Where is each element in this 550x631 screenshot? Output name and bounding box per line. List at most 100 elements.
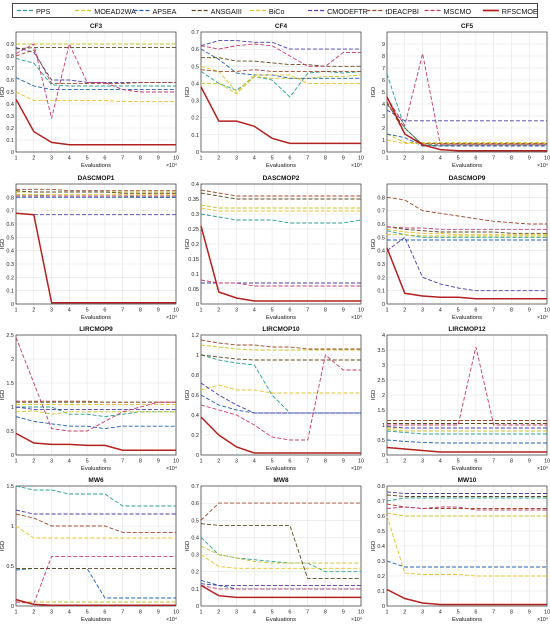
x-tick-label: 8 [139,459,142,465]
series-line-moead2wa [386,133,547,143]
y-axis-label: IGD [371,239,377,249]
x-tick-label: 8 [139,156,142,162]
x-axis-label: Evaluations [452,163,482,169]
x-tick-label: 3 [421,308,424,314]
chart-mw6: 1 2 3 4 5 6 7 8 9 10 0 0.5 1 1.5 MW6 Evaluations ×10⁴ IGD [0,477,179,623]
y-tick-label: 0 [11,604,14,610]
x-tick-label: 6 [103,459,106,465]
x-tick-label: 3 [50,308,53,314]
series-line-tdeacpbi [200,502,361,521]
y-tick-label: 0.1 [191,133,199,139]
x-tick-label: 10 [358,308,364,314]
x-axis-label: Evaluations [452,617,482,623]
x-tick-label: 10 [544,610,550,616]
y-tick-label: 3 [382,114,385,120]
plot-frame [386,31,548,153]
x-tick-label: 7 [492,610,495,616]
series-line-moead2wa [200,545,361,564]
x-tick-label: 5 [457,610,460,616]
x-tick-label: 5 [86,610,89,616]
plot-frame [200,183,362,305]
legend-label-apsea: APSEA [152,7,176,16]
series-line-bico [15,91,176,103]
plot-area [16,335,176,455]
y-tick-label: 0 [196,453,199,459]
x-tick-label: 5 [457,156,460,162]
series-line-rfscmoea [386,96,547,152]
chart-dascmop9: 1 2 3 4 5 6 7 8 9 10 0 0.1 0.2 0.3 0.4 0.5 0.6 0.7 0.8 DASC… [371,175,550,321]
x-tick-label: 10 [173,610,179,616]
x-tick-label: 6 [103,610,106,616]
x-tick-label: 6 [474,459,477,465]
series-line-pps [386,430,547,435]
y-axis-label: IGD [185,87,191,97]
y-tick-label: 0.6 [377,514,385,520]
plot-frame [200,31,362,153]
y-tick-label: 0.5 [6,429,14,435]
y-tick-label: 0.5 [377,438,385,444]
x-axis-label: Evaluations [266,163,296,169]
chart-title: CF3 [90,23,103,30]
x-tick-label: 6 [103,156,106,162]
series-line-tdeacpbi [200,339,361,350]
x-tick-label: 6 [474,610,477,616]
x-tick-label: 4 [253,610,256,616]
x-tick-label: 9 [157,308,160,314]
y-tick-label: 0.6 [191,501,199,507]
y-tick-label: 2.5 [6,333,14,339]
y-tick-label: 0 [11,453,14,459]
series-line-rfscmoea [15,432,176,451]
chart-title: DASCMOP1 [78,175,115,182]
series-line-mscmo [386,53,547,146]
series-line-pps [386,497,547,502]
x-tick-label: 1 [199,459,202,465]
x-tick-label: 5 [271,459,274,465]
chart-mw8: 1 2 3 4 5 6 7 8 9 10 0 0.1 0.2 0.3 0.4 0.5 0.6 0.7 MW8 Eval… [185,477,364,623]
x-tick-label: 7 [306,156,309,162]
x-tick-label: 9 [528,610,531,616]
y-tick-label: 0.4 [6,102,14,108]
y-tick-label: 0.1 [6,138,14,144]
y-tick-label: 0.6 [6,222,14,228]
x-tick-label: 4 [439,459,442,465]
y-tick-label: 9 [382,42,385,48]
x-tick-label: 2 [403,610,406,616]
series-line-bico [386,515,547,577]
series-line-pps [15,57,176,87]
x-tick-label: 1 [385,308,388,314]
x-tick-label: 8 [324,459,327,465]
y-tick-label: 1 [382,423,385,429]
y-tick-label: 1.5 [6,381,14,387]
x-tick-label: 2 [217,610,220,616]
legend-label-pps: PPS [36,7,51,16]
y-tick-label: 0.5 [377,235,385,241]
y-tick-label: 0.3 [377,559,385,565]
x-axis-multiplier: ×10⁴ [351,466,362,472]
series-line-apsea [15,77,176,91]
x-tick-label: 9 [342,610,345,616]
series-line-pps [200,70,362,98]
series-line-apsea [200,48,361,79]
y-tick-label: 4 [382,102,385,108]
series-line-mscmo [15,555,176,605]
series-line-ansgaiii [200,523,361,580]
y-tick-label: 1 [196,353,199,359]
y-tick-label: 0.6 [191,393,199,399]
chart-title: LIRCMOP9 [79,326,113,333]
y-tick-label: 1 [11,524,14,530]
x-tick-label: 9 [342,308,345,314]
y-tick-label: 0.2 [191,433,199,439]
x-tick-label: 5 [271,156,274,162]
x-tick-label: 5 [457,308,460,314]
series-line-mscmo [387,346,547,426]
y-tick-label: 1.5 [377,408,385,414]
x-tick-label: 9 [342,459,345,465]
series-line-bico [386,139,547,145]
x-tick-label: 1 [14,308,17,314]
x-axis-label: Evaluations [266,466,296,472]
x-tick-label: 4 [439,156,442,162]
x-tick-label: 2 [32,308,35,314]
x-tick-label: 7 [121,156,124,162]
y-tick-label: 0.4 [6,249,14,255]
x-tick-label: 2 [217,156,220,162]
